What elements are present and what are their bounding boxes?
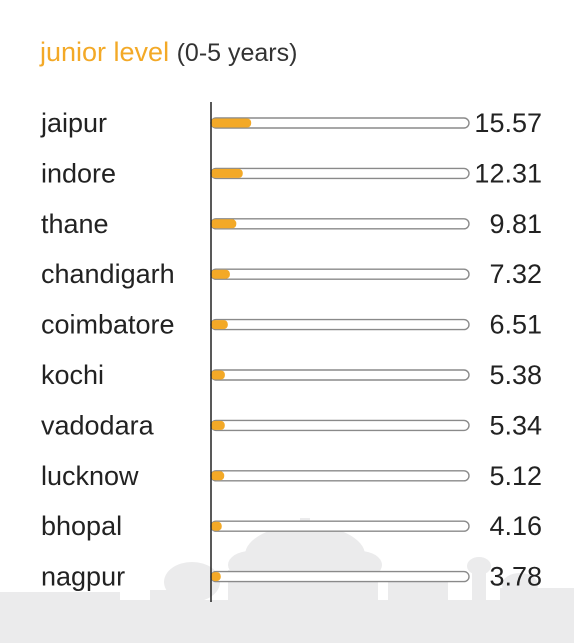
bar xyxy=(211,219,237,229)
category-label: chandigarh xyxy=(41,259,175,289)
bar xyxy=(211,118,252,128)
bar-rows: jaipur 15.57 indore 12.31 thane 9.81 chandigar… xyxy=(40,108,542,592)
value-label: 5.34 xyxy=(489,410,542,440)
heading-range: (0-5 years) xyxy=(176,39,298,67)
bar xyxy=(211,420,225,430)
category-label: nagpur xyxy=(41,562,125,592)
value-label: 15.57 xyxy=(474,108,542,138)
category-label: kochi xyxy=(41,360,104,390)
bar-track xyxy=(210,520,470,532)
bar-track xyxy=(210,268,470,280)
bar xyxy=(211,269,230,279)
category-label: lucknow xyxy=(41,461,139,491)
bar-track xyxy=(210,470,470,482)
value-label: 7.32 xyxy=(489,259,542,289)
category-label: coimbatore xyxy=(41,310,175,340)
category-label: thane xyxy=(41,209,109,239)
bar xyxy=(211,471,225,481)
heading-level: junior level xyxy=(40,37,170,67)
value-label: 5.38 xyxy=(489,360,542,390)
chart-heading: junior level (0-5 years) xyxy=(40,34,297,71)
bar-track xyxy=(210,419,470,432)
category-label: bhopal xyxy=(41,511,122,541)
bar xyxy=(211,521,222,531)
bar-track xyxy=(210,369,470,381)
bar-track xyxy=(210,218,470,230)
category-label: vadodara xyxy=(41,410,155,440)
value-label: 6.51 xyxy=(489,310,542,340)
bar-track xyxy=(210,167,470,180)
bar xyxy=(211,168,243,178)
value-label: 4.16 xyxy=(489,511,542,541)
value-label: 5.12 xyxy=(489,461,542,491)
bar xyxy=(211,572,221,582)
value-label: 12.31 xyxy=(474,158,542,188)
bar xyxy=(211,370,225,380)
bar-track xyxy=(210,318,470,331)
value-label: 3.78 xyxy=(489,562,542,592)
value-label: 9.81 xyxy=(489,209,542,239)
category-label: jaipur xyxy=(40,108,107,138)
bar-track xyxy=(210,570,470,583)
bar xyxy=(211,320,228,330)
category-label: indore xyxy=(41,158,116,188)
